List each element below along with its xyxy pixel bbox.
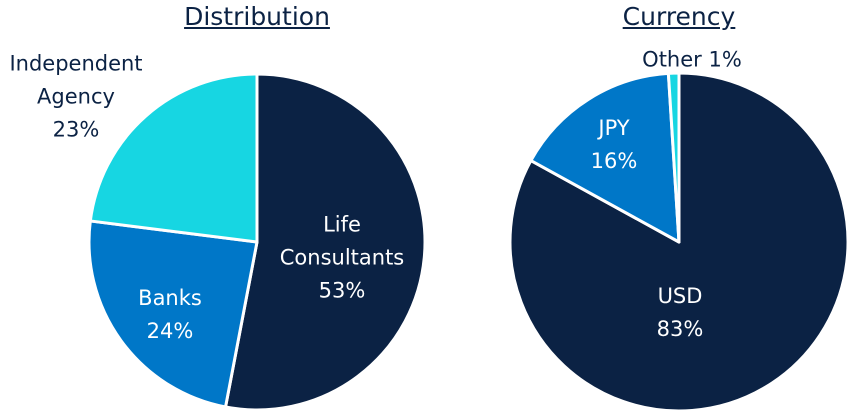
pie-slice — [88, 72, 259, 244]
pie-slice — [87, 219, 259, 409]
pie-slice — [224, 72, 427, 412]
chart-title: Distribution — [184, 2, 330, 31]
category-label: Life Consultants — [279, 212, 405, 270]
slice-label: Other 1% — [622, 44, 762, 77]
slice-label: JPY 16% — [554, 112, 674, 178]
category-label: Other — [642, 47, 702, 72]
value-label: 83% — [656, 317, 704, 341]
chart-title: Currency — [622, 2, 736, 31]
value-label: 16% — [590, 149, 638, 173]
slice-label: USD 83% — [620, 280, 740, 346]
pie-slice — [666, 71, 681, 244]
value-label: 24% — [146, 319, 194, 343]
category-label: JPY — [598, 116, 630, 140]
slice-label: Banks 24% — [110, 282, 230, 348]
category-label: USD — [657, 284, 703, 308]
value-label: 53% — [318, 278, 366, 303]
pie-slice — [508, 71, 850, 412]
category-label: Banks — [138, 286, 202, 310]
value-label: 23% — [52, 117, 100, 142]
slice-label: Life Consultants 53% — [280, 209, 405, 308]
pie-slice — [529, 71, 681, 244]
category-label: Independent Agency — [9, 51, 143, 109]
slice-label: Independent Agency 23% — [1, 48, 151, 147]
value-label: 1% — [708, 47, 742, 72]
